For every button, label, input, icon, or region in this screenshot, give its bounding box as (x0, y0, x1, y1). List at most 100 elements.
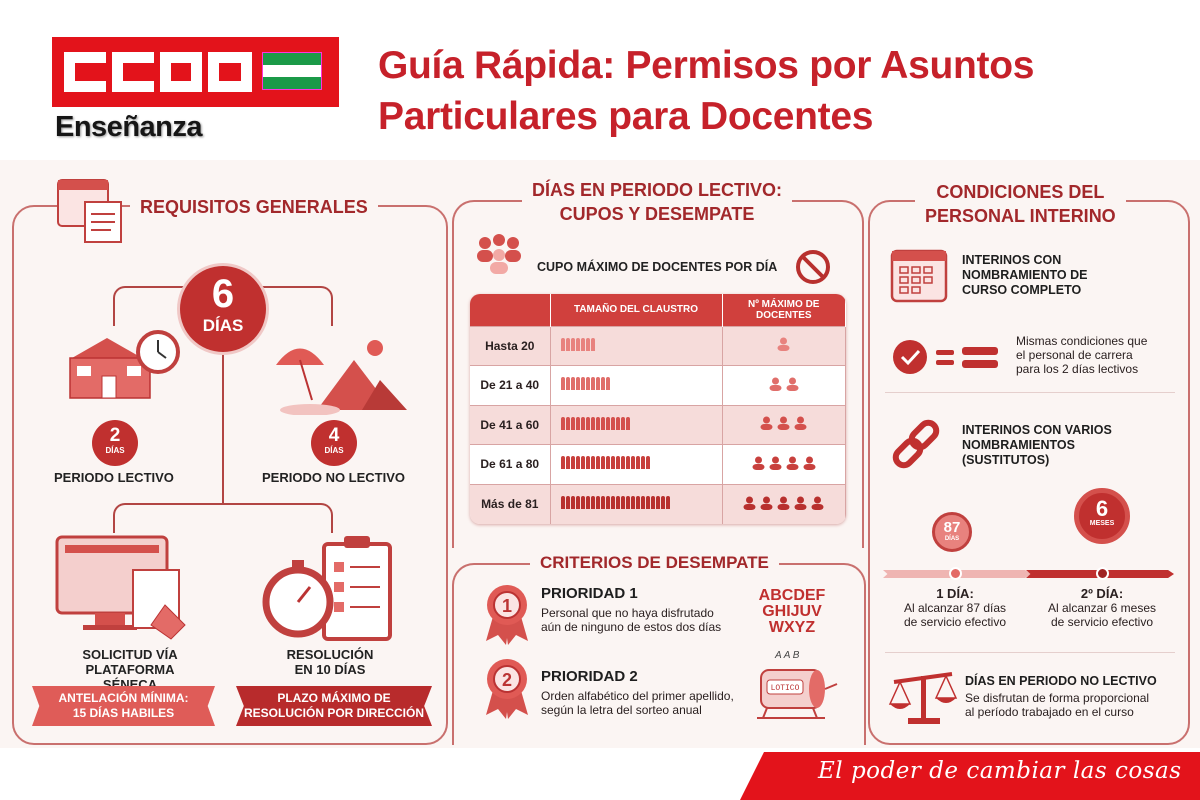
badge-number: 1 (502, 596, 512, 616)
total-days-unit: DÍAS (202, 316, 244, 335)
person-figure-icon (585, 337, 590, 351)
person-figure-icon (610, 416, 615, 430)
text-line: según la letra del sorteo anual (541, 703, 702, 717)
beach-mountain-icon (276, 340, 407, 415)
text-line: para los 2 días lectivos (1016, 362, 1139, 376)
person-figure-icon (580, 456, 585, 470)
calendar-document-icon (57, 179, 122, 243)
person-figure-icon (570, 416, 575, 430)
person-figure-icon (580, 377, 585, 391)
lottery-drum-icon: LOTICO (757, 669, 838, 719)
person-figure-icon (595, 416, 600, 430)
person-figure-icon (615, 416, 620, 430)
person-figure-icon (665, 496, 670, 509)
person-figure-icon (605, 416, 610, 430)
person-figure-icon (585, 456, 590, 470)
lectivo-days-number: 2 (109, 425, 121, 446)
dia-2-text: 2º DÍA: Al alcanzar 6 meses de servicio e… (1032, 586, 1172, 630)
person-figure-icon (585, 416, 590, 430)
no-lectivo-label: PERIODO NO LECTIVO (262, 470, 406, 485)
lottery-letters: A A B (775, 650, 800, 661)
person-icon (794, 416, 807, 431)
person-figure-icon (560, 377, 565, 391)
prohibited-icon (796, 250, 830, 284)
person-figure-icon (560, 337, 565, 351)
person-figure-icon (605, 496, 610, 509)
ribbon-line-2: 15 DÍAS HABILES (72, 706, 175, 720)
person-icon (752, 456, 765, 470)
no-lectivo-title: DÍAS EN PERIODO NO LECTIVO (965, 674, 1157, 688)
group-people-icon (477, 234, 521, 274)
person-figure-icon (565, 496, 570, 509)
lectivo-label: PERIODO LECTIVO (54, 470, 174, 485)
person-figure-icon (590, 337, 595, 351)
desempate-heading: CRITERIOS DE DESEMPATE (530, 551, 779, 575)
person-icon (743, 496, 756, 510)
resolucion-line-2: EN 10 DÍAS (294, 662, 366, 677)
person-figure-icon (570, 456, 575, 470)
person-figure-icon (570, 496, 575, 509)
logo-letter-o (160, 52, 202, 92)
divider (885, 392, 1175, 393)
alphabet-letters: ABCDEF GHIJUV WXYZ (754, 588, 830, 636)
no-lectivo-text: Se disfrutan de forma proporcional al per… (965, 691, 1149, 719)
prioridad-1-title: PRIORIDAD 1 (541, 585, 638, 602)
prioridad-2-title: PRIORIDAD 2 (541, 668, 638, 685)
heading-line: (SUSTITUTOS) (962, 453, 1050, 467)
rosette-badge-2-icon: 2 (486, 659, 528, 719)
person-figure-icon (620, 456, 625, 470)
no-lectivo-days-number: 4 (328, 425, 340, 446)
person-figure-icon (575, 416, 580, 430)
person-figure-icon (590, 377, 595, 391)
footer: El poder de cambiar las cosas (0, 748, 1200, 800)
interino-heading: CONDICIONES DEL PERSONAL INTERINO (915, 180, 1126, 228)
person-figure-icon (600, 416, 605, 430)
person-figure-icon (640, 496, 645, 509)
calendar-icon (890, 249, 948, 303)
person-figure-icon (635, 456, 640, 470)
person-figure-icon (605, 377, 610, 391)
person-figure-icon (580, 337, 585, 351)
timer-6-months: 6 MESES (1074, 488, 1130, 544)
person-figure-icon (565, 377, 570, 391)
text-line: Personal que no haya disfrutado (541, 606, 714, 620)
table-row: De 21 a 40 (470, 365, 846, 405)
heading-line: CURSO COMPLETO (962, 283, 1082, 297)
scales-icon (888, 672, 958, 724)
logo-letter-c (64, 52, 106, 92)
prioridad-1-text: Personal que no haya disfrutado aún de ni… (541, 606, 721, 634)
person-icon (777, 416, 790, 431)
person-figure-icon (625, 456, 630, 470)
person-figure-icon (645, 496, 650, 509)
column-header-max-docentes: Nº MÁXIMO DE DOCENTES (722, 294, 846, 326)
text-line: al período trabajado en el curso (965, 705, 1134, 719)
cupos-heading: DÍAS EN PERIODO LECTIVO: CUPOS Y DESEMPA… (522, 178, 793, 226)
claustro-range: De 41 a 60 (470, 404, 551, 445)
person-figure-icon (560, 456, 565, 470)
title-line-1: Guía Rápida: Permisos por Asuntos (378, 44, 1035, 87)
person-figure-icon (590, 496, 595, 509)
table-row: Más de 81 (470, 483, 846, 524)
claustro-range: De 61 a 80 (470, 444, 551, 484)
person-figure-icon (575, 496, 580, 509)
timeline-marker-1 (949, 567, 962, 580)
person-icon (777, 496, 790, 510)
person-figure-icon (570, 377, 575, 391)
person-figure-icon (590, 416, 595, 430)
person-figure-icon (565, 456, 570, 470)
logo-letter-c (112, 52, 154, 92)
stopwatch-checklist-icon (262, 536, 392, 641)
timeline-marker-2 (1096, 567, 1109, 580)
person-icon (786, 456, 799, 470)
dia-2-title: 2º DÍA: (1080, 586, 1124, 601)
resolucion-line-1: RESOLUCIÓN (286, 647, 374, 662)
person-icon (760, 496, 773, 510)
max-docentes-icons (722, 365, 846, 405)
person-figure-icon (630, 456, 635, 470)
prioridad-2-text: Orden alfabético del primer apellido, seg… (541, 689, 734, 717)
person-figure-icon (640, 456, 645, 470)
heading-line: INTERINOS CON VARIOS (962, 423, 1112, 437)
max-docentes-icons (722, 325, 846, 366)
text-line: Se disfrutan de forma proporcional (965, 691, 1150, 705)
person-figure-icon (615, 456, 620, 470)
